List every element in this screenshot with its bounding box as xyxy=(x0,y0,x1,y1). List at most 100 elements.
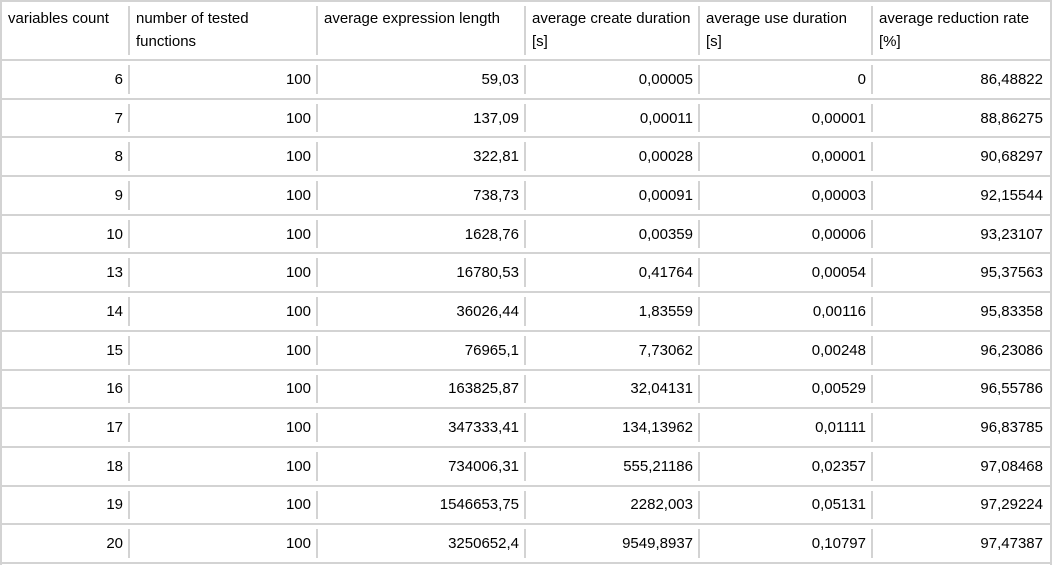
table-cell: 76965,1 xyxy=(318,332,526,369)
table-cell: 1546653,75 xyxy=(318,487,526,524)
table-cell: 14 xyxy=(2,293,130,330)
table-cell: 9549,8937 xyxy=(526,525,700,562)
table-cell: 0,00054 xyxy=(700,254,873,291)
table-header-row: variables count number of tested function… xyxy=(2,2,1050,61)
table-cell: 0,00003 xyxy=(700,177,873,214)
table-cell: 93,23107 xyxy=(980,225,1043,243)
table-cell: 96,23086 xyxy=(980,341,1043,359)
table-cell: 1628,76 xyxy=(318,216,526,253)
column-header: number of tested functions xyxy=(130,2,318,59)
table-cell: 96,55786 xyxy=(980,380,1043,398)
table-cell: 20 xyxy=(2,525,130,562)
table-cell: 0,00091 xyxy=(526,177,700,214)
table-row: 8 100 322,81 0,00028 0,00001 90,68297 xyxy=(2,138,1050,178)
table-cell: 10 xyxy=(2,216,130,253)
table-cell: 100 xyxy=(130,177,318,214)
table-cell: 0,01111 xyxy=(700,409,873,446)
column-header: average use duration [s] xyxy=(700,2,873,59)
table-cell: 0,00248 xyxy=(700,332,873,369)
table-cell: 3250652,4 xyxy=(318,525,526,562)
table-row: 9 100 738,73 0,00091 0,00003 92,15544 xyxy=(2,177,1050,216)
table-cell: 134,13962 xyxy=(526,409,700,446)
table-cell: 0,00529 xyxy=(700,371,873,408)
table-row: 19 100 1546653,75 2282,003 0,05131 97,29224 xyxy=(2,487,1050,526)
table-cell: 100 xyxy=(130,138,318,175)
table-cell: 100 xyxy=(130,448,318,485)
table-cell: 137,09 xyxy=(318,100,526,137)
table-cell: 6 xyxy=(2,61,130,98)
table-cell: 0,00116 xyxy=(700,293,873,330)
table-cell: 100 xyxy=(130,525,318,562)
table-cell: 100 xyxy=(130,216,318,253)
table-cell: 90,68297 xyxy=(980,148,1043,166)
table-cell: 7,73062 xyxy=(526,332,700,369)
table-cell: 322,81 xyxy=(318,138,526,175)
table-cell: 9 xyxy=(2,177,130,214)
table-cell: 0,00359 xyxy=(526,216,700,253)
table-row: 15 100 76965,1 7,73062 0,00248 96,23086 xyxy=(2,332,1050,371)
table-row: 17 100 347333,41 134,13962 0,01111 96,83785 xyxy=(2,409,1050,448)
table-cell: 100 xyxy=(130,409,318,446)
table-cell: 97,08468 xyxy=(980,457,1043,475)
table-cell: 100 xyxy=(130,61,318,98)
table-cell: 86,48822 xyxy=(980,70,1043,88)
table-cell: 88,86275 xyxy=(980,109,1043,127)
table-cell: 16780,53 xyxy=(318,254,526,291)
table-cell: 0,00006 xyxy=(700,216,873,253)
column-header: variables count xyxy=(2,2,130,59)
table-cell: 0,41764 xyxy=(526,254,700,291)
table-cell: 100 xyxy=(130,487,318,524)
table-cell: 0,02357 xyxy=(700,448,873,485)
table-cell: 17 xyxy=(2,409,130,446)
table-cell: 0,00001 xyxy=(700,100,873,137)
table-cell: 163825,87 xyxy=(318,371,526,408)
table-row: 7 100 137,09 0,00011 0,00001 88,86275 xyxy=(2,100,1050,139)
table-body: 6 100 59,03 0,00005 0 86,48822 7 100 137,09 0,000… xyxy=(2,61,1050,564)
table-cell: 96,83785 xyxy=(980,419,1043,437)
column-header: average reduction rate [%] xyxy=(879,10,1030,50)
table-cell: 0,00005 xyxy=(526,61,700,98)
table-cell: 36026,44 xyxy=(318,293,526,330)
table-cell: 0,00011 xyxy=(526,100,700,137)
column-header: average create duration [s] xyxy=(526,2,700,59)
table-cell: 100 xyxy=(130,371,318,408)
column-header: average expression length xyxy=(318,2,526,59)
table-row: 13 100 16780,53 0,41764 0,00054 95,37563 xyxy=(2,254,1050,294)
table-cell: 0 xyxy=(700,61,873,98)
table-cell: 734006,31 xyxy=(318,448,526,485)
table-row: 14 100 36026,44 1,83559 0,00116 95,83358 xyxy=(2,293,1050,332)
table-cell: 92,15544 xyxy=(980,186,1043,204)
table-cell: 15 xyxy=(2,332,130,369)
table-row: 6 100 59,03 0,00005 0 86,48822 xyxy=(2,61,1050,100)
table-cell: 32,04131 xyxy=(526,371,700,408)
table-row: 20 100 3250652,4 9549,8937 0,10797 97,47387 xyxy=(2,525,1050,564)
table-cell: 95,37563 xyxy=(980,264,1043,282)
table-row: 16 100 163825,87 32,04131 0,00529 96,55786 xyxy=(2,371,1050,410)
table-row: 18 100 734006,31 555,21186 0,02357 97,08468 xyxy=(2,448,1050,487)
table-cell: 13 xyxy=(2,254,130,291)
table-cell: 100 xyxy=(130,100,318,137)
table-cell: 100 xyxy=(130,293,318,330)
table-cell: 555,21186 xyxy=(526,448,700,485)
table-cell: 18 xyxy=(2,448,130,485)
table-cell: 0,00028 xyxy=(526,138,700,175)
table-cell: 95,83358 xyxy=(980,302,1043,320)
table-cell: 16 xyxy=(2,371,130,408)
table-cell: 347333,41 xyxy=(318,409,526,446)
table-cell: 1,83559 xyxy=(526,293,700,330)
table-cell: 8 xyxy=(2,138,130,175)
table-cell: 0,00001 xyxy=(700,138,873,175)
table-cell: 0,05131 xyxy=(700,487,873,524)
table-row: 10 100 1628,76 0,00359 0,00006 93,23107 xyxy=(2,216,1050,255)
table-cell: 738,73 xyxy=(318,177,526,214)
table-cell: 19 xyxy=(2,487,130,524)
table-cell: 0,10797 xyxy=(700,525,873,562)
table-cell: 59,03 xyxy=(318,61,526,98)
table-cell: 7 xyxy=(2,100,130,137)
table-cell: 2282,003 xyxy=(526,487,700,524)
table-cell: 100 xyxy=(130,254,318,291)
table-cell: 97,29224 xyxy=(980,496,1043,514)
table-cell: 97,47387 xyxy=(980,535,1043,553)
table-cell: 100 xyxy=(130,332,318,369)
